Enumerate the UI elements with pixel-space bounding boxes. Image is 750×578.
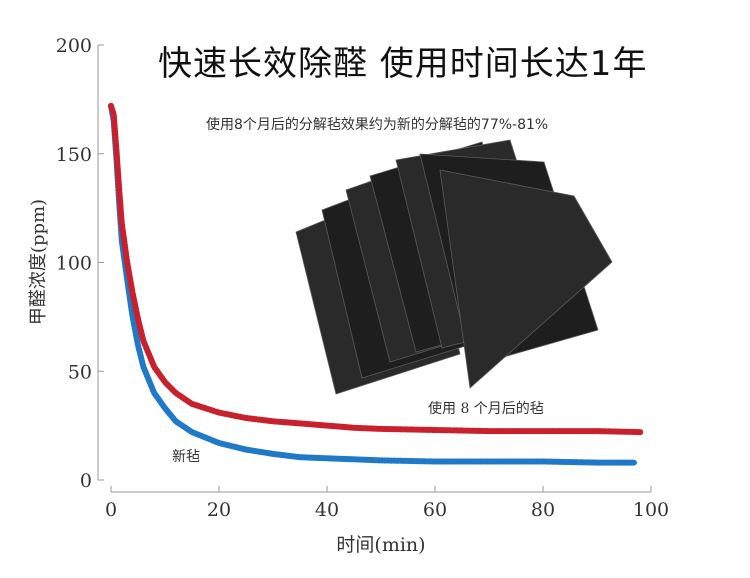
data-point xyxy=(141,364,146,370)
data-point xyxy=(486,428,492,434)
data-point xyxy=(351,457,357,462)
data-point xyxy=(152,390,157,396)
data-point xyxy=(130,314,135,320)
page-subtitle: 使用8个月后的分解毡效果约为新的分解毡的77%-81% xyxy=(206,117,549,133)
data-point xyxy=(594,460,600,465)
series-label-aged: 使用 8 个月后的毡 xyxy=(428,400,544,417)
data-point xyxy=(108,103,114,109)
data-point xyxy=(135,316,141,322)
data-point xyxy=(486,459,492,464)
data-point xyxy=(130,290,135,296)
data-point xyxy=(162,406,168,411)
felt-sheet xyxy=(439,169,613,389)
y-tick-label: 150 xyxy=(56,144,92,166)
data-point xyxy=(540,428,546,434)
data-point xyxy=(189,401,195,407)
data-point xyxy=(351,425,357,430)
x-tick-label: 40 xyxy=(315,499,339,521)
data-point xyxy=(378,426,384,432)
data-point xyxy=(119,221,125,226)
data-point xyxy=(216,440,222,446)
data-point xyxy=(378,458,384,463)
data-point xyxy=(152,364,157,370)
data-point xyxy=(162,379,168,385)
y-tick-label: 200 xyxy=(56,35,92,57)
data-point xyxy=(116,186,122,191)
y-axis-label: 甲醛浓度(ppm) xyxy=(28,199,49,325)
data-point xyxy=(243,415,249,421)
chart-axes: 0 50 100 150 200 0 20 40 60 80 100 xyxy=(56,35,669,521)
data-point xyxy=(270,419,276,424)
data-point xyxy=(594,428,600,434)
data-point xyxy=(114,147,119,152)
data-point xyxy=(324,456,330,461)
data-point xyxy=(125,260,130,265)
y-tick-label: 0 xyxy=(80,470,92,492)
series-layer xyxy=(108,102,644,466)
y-tick-label: 50 xyxy=(68,361,92,383)
data-point xyxy=(297,421,303,426)
data-point xyxy=(141,338,146,343)
data-point xyxy=(324,423,330,428)
data-point xyxy=(216,410,222,415)
data-point xyxy=(135,342,141,348)
data-point xyxy=(189,429,195,435)
data-point xyxy=(270,451,276,457)
data-point xyxy=(173,390,178,396)
y-tick-label: 100 xyxy=(56,253,92,275)
data-point xyxy=(632,460,637,465)
page-title: 快速长效除醛 使用时间长达1年 xyxy=(158,44,648,84)
data-point xyxy=(638,429,643,435)
x-tick-label: 0 xyxy=(105,499,117,521)
x-tick-label: 60 xyxy=(423,499,447,521)
data-point xyxy=(173,419,178,424)
data-point xyxy=(540,459,546,464)
series-label-fresh: 新毡 xyxy=(172,449,200,465)
x-tick-label: 100 xyxy=(633,499,669,521)
data-point xyxy=(432,459,438,464)
data-point xyxy=(297,454,303,460)
data-point xyxy=(432,427,438,433)
x-tick-label: 20 xyxy=(207,499,231,521)
data-point xyxy=(111,112,116,117)
x-axis-label: 时间(min) xyxy=(336,534,425,556)
data-point xyxy=(243,447,249,452)
filter-felt-illustration xyxy=(295,139,613,395)
x-tick-label: 80 xyxy=(531,499,555,521)
